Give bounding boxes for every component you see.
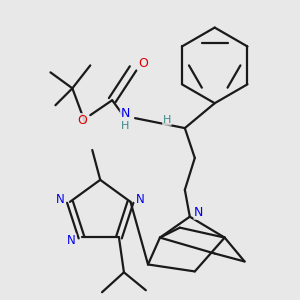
- Text: H: H: [121, 121, 129, 131]
- Text: N: N: [67, 234, 76, 247]
- Text: N: N: [56, 194, 64, 206]
- Text: N: N: [194, 206, 203, 219]
- Text: H: H: [163, 115, 171, 125]
- Text: N: N: [136, 194, 145, 206]
- Text: O: O: [138, 57, 148, 70]
- Text: O: O: [77, 114, 87, 127]
- Text: N: N: [120, 107, 130, 120]
